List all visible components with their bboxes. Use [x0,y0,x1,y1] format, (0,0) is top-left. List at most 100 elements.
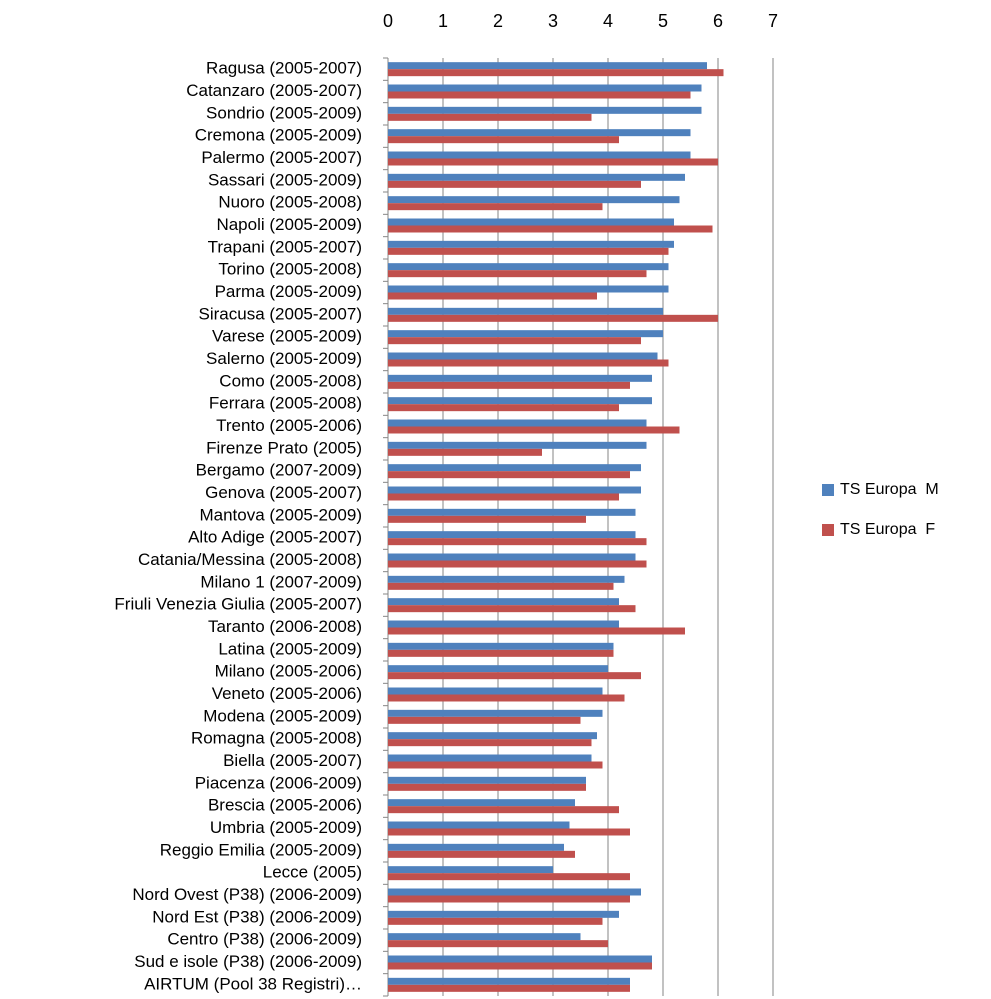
bar [388,136,619,144]
y-tick-label: Nord Est (P38) (2006-2009) [152,907,362,926]
y-tick-label: Catania/Messina (2005-2008) [138,550,362,569]
bar [388,888,641,896]
bar [388,292,597,300]
y-tick-label: Parma (2005-2009) [215,282,362,301]
bar [388,225,713,233]
bar [388,895,630,903]
y-tick-label: Modena (2005-2009) [203,706,362,725]
bar [388,933,581,941]
bar [388,106,702,114]
y-tick-label: Sassari (2005-2009) [208,170,362,189]
bar [388,850,575,858]
bar [388,381,630,389]
y-tick-label: Cremona (2005-2009) [195,126,362,145]
x-tick-label: 4 [603,11,613,31]
bar [388,873,630,881]
x-tick-label: 7 [768,11,778,31]
bar [388,716,581,724]
bar [388,598,619,606]
bar [388,180,641,188]
bar [388,62,707,70]
y-tick-label: Nuoro (2005-2008) [218,193,362,212]
bar [388,352,658,360]
bar [388,426,680,434]
bar [388,314,718,322]
bar [388,739,592,747]
bar [388,977,630,985]
y-tick-label: Milano 1 (2007-2009) [200,572,362,591]
y-tick-label: Umbria (2005-2009) [210,818,362,837]
y-tick-label: Piacenza (2006-2009) [195,773,362,792]
bar [388,649,614,657]
bar [388,464,641,472]
bar [388,620,619,628]
bar [388,560,647,568]
x-tick-label: 2 [493,11,503,31]
bar [388,508,636,516]
y-tick-label: Torino (2005-2008) [218,260,362,279]
x-tick-label: 0 [383,11,393,31]
bar [388,397,652,405]
bar [388,575,625,583]
bar [388,337,641,345]
bar [388,471,630,479]
y-tick-label: AIRTUM (Pool 38 Registri)… [144,974,362,993]
y-tick-label: Brescia (2005-2006) [208,796,362,815]
y-tick-label: Catanzaro (2005-2007) [186,81,362,100]
bar [388,203,603,211]
bar [388,783,586,791]
bar [388,709,603,717]
x-tick-label: 6 [713,11,723,31]
bar [388,218,674,226]
bar [388,605,636,613]
bar [388,285,669,293]
y-tick-label: Firenze Prato (2005) [206,438,362,457]
legend-swatch [822,524,834,536]
bar [388,642,614,650]
bar [388,247,669,255]
y-tick-label: Ferrara (2005-2008) [209,394,362,413]
bar [388,866,553,874]
bar [388,515,586,523]
y-tick-label: Centro (P38) (2006-2009) [167,930,362,949]
y-tick-label: Como (2005-2008) [219,371,362,390]
bar [388,754,592,762]
y-tick-label: Bergamo (2007-2009) [196,461,362,480]
bar [388,307,663,315]
bar [388,374,652,382]
y-tick-label: Friuli Venezia Giulia (2005-2007) [114,595,362,614]
bar [388,538,647,546]
bar [388,627,685,635]
bar [388,531,636,539]
y-tick-label: Trento (2005-2006) [216,416,362,435]
bar [388,129,691,137]
bar [388,240,674,248]
bar [388,761,603,769]
y-tick-label: Biella (2005-2007) [223,751,362,770]
y-tick-label: Ragusa (2005-2007) [206,59,362,78]
y-tick-label: Salerno (2005-2009) [206,349,362,368]
y-tick-label: Varese (2005-2009) [212,327,362,346]
bar [388,486,641,494]
bar [388,330,663,338]
y-tick-label: Milano (2005-2006) [215,662,362,681]
bar [388,843,564,851]
y-tick-label: Trapani (2005-2007) [208,237,362,256]
bar [388,940,608,948]
y-tick-label: Siracusa (2005-2007) [199,304,362,323]
bar [388,732,597,740]
bar [388,173,685,181]
bar [388,665,608,673]
bar [388,441,647,449]
bar [388,69,724,77]
bar [388,799,575,807]
bar [388,158,718,166]
y-tick-label: Alto Adige (2005-2007) [188,528,362,547]
x-tick-label: 1 [438,11,448,31]
y-tick-label: Napoli (2005-2009) [216,215,362,234]
bar [388,270,647,278]
bar [388,917,603,925]
y-tick-label: Nord Ovest (P38) (2006-2009) [132,885,362,904]
